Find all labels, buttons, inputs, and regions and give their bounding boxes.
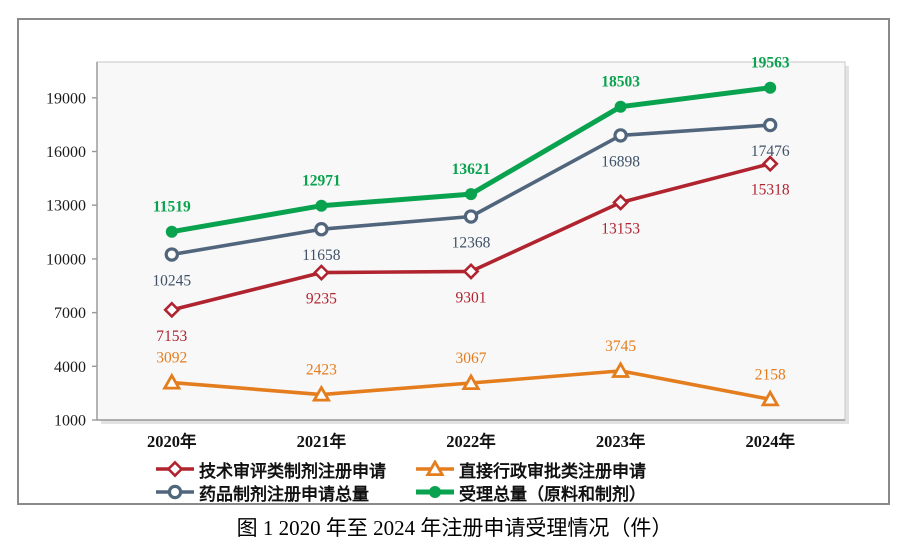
data-point-marker — [760, 389, 780, 407]
chart-frame: 1000 4000 7000 10000 13000 16000 19000 2020年 202… — [17, 18, 890, 505]
data-point-label: 3067 — [456, 350, 487, 367]
data-point-label: 7153 — [156, 328, 187, 345]
data-point-marker — [461, 373, 481, 391]
data-point-marker — [613, 128, 628, 143]
legend-marker-icon — [156, 460, 194, 478]
data-point-marker — [429, 486, 441, 498]
legend-item: 药品制剂注册申请总量 — [154, 481, 414, 504]
data-point-marker — [764, 81, 777, 94]
legend-marker-icon — [416, 460, 454, 476]
y-axis-tick-label: 1000 — [54, 413, 86, 430]
data-point-label: 10245 — [152, 273, 191, 290]
data-point-marker — [315, 199, 328, 212]
legend-marker-icon — [416, 486, 454, 498]
data-point-label: 12971 — [302, 173, 341, 190]
data-point-label: 19563 — [751, 55, 790, 72]
data-point-marker — [425, 460, 445, 476]
data-point-label: 12368 — [452, 235, 491, 252]
legend-label: 技术审评类制剂注册申请 — [199, 461, 386, 481]
x-axis-category-label: 2023年 — [596, 431, 646, 451]
y-axis-tick-label: 13000 — [46, 198, 86, 215]
data-point-marker — [462, 262, 480, 280]
legend-item: 直接行政审批类注册申请 — [414, 458, 646, 481]
data-point-label: 16898 — [601, 153, 640, 170]
legend-marker-icon — [156, 484, 194, 500]
data-point-label: 3092 — [156, 350, 187, 367]
data-point-marker — [162, 372, 182, 390]
y-axis-tick-label: 7000 — [54, 305, 86, 322]
legend-label: 受理总量（原料和制剂） — [459, 484, 646, 504]
data-point-label: 11658 — [302, 247, 340, 264]
data-point-marker — [761, 155, 779, 173]
x-axis-category-label: 2021年 — [297, 431, 347, 451]
x-axis-category-label: 2020年 — [147, 431, 197, 451]
data-point-label: 3745 — [605, 338, 636, 355]
data-point-label: 18503 — [601, 74, 640, 91]
data-point-label: 2423 — [306, 362, 337, 379]
y-axis-tick-label: 4000 — [54, 359, 86, 376]
data-point-marker — [163, 301, 181, 319]
legend-label: 直接行政审批类注册申请 — [459, 461, 646, 481]
data-point-marker — [314, 222, 329, 237]
line-chart: 1000 4000 7000 10000 13000 16000 19000 2020年 202… — [46, 55, 849, 451]
data-point-marker — [165, 225, 178, 238]
legend-item: 技术审评类制剂注册申请 — [154, 458, 414, 481]
data-point-marker — [465, 188, 477, 201]
data-point-label: 9301 — [456, 289, 487, 306]
data-point-label: 13621 — [452, 161, 491, 178]
data-point-label: 13153 — [601, 220, 640, 237]
y-axis-tick-label: 16000 — [46, 144, 86, 161]
y-axis-tick-label: 10000 — [46, 251, 86, 268]
data-point-marker — [763, 117, 778, 133]
legend-label: 药品制剂注册申请总量 — [199, 484, 369, 504]
data-point-marker — [166, 460, 184, 478]
data-point-marker — [610, 361, 631, 378]
data-point-marker — [612, 194, 630, 211]
data-point-marker — [311, 384, 332, 402]
data-point-marker — [167, 484, 183, 500]
data-point-label: 2158 — [755, 366, 786, 383]
figure-caption: 图 1 2020 年至 2024 年注册申请受理情况（件） — [236, 516, 673, 540]
data-point-marker — [312, 264, 330, 282]
data-point-marker — [164, 247, 179, 262]
plot-area — [96, 61, 846, 421]
x-axis-category-label: 2022年 — [446, 431, 496, 451]
data-point-label: 15318 — [751, 182, 790, 199]
data-point-marker — [463, 209, 479, 224]
x-axis-category-label: 2024年 — [745, 431, 795, 451]
data-point-label: 11519 — [153, 199, 191, 216]
y-axis-tick-label: 19000 — [46, 90, 86, 107]
data-point-marker — [614, 100, 627, 113]
data-point-label: 9235 — [306, 291, 337, 308]
chart-legend: 技术审评类制剂注册申请 直接行政审批类注册申请药品制剂注册申请总量 受理总量（原料和… — [154, 458, 646, 504]
data-point-label: 17476 — [751, 143, 790, 160]
legend-item: 受理总量（原料和制剂） — [414, 481, 646, 504]
